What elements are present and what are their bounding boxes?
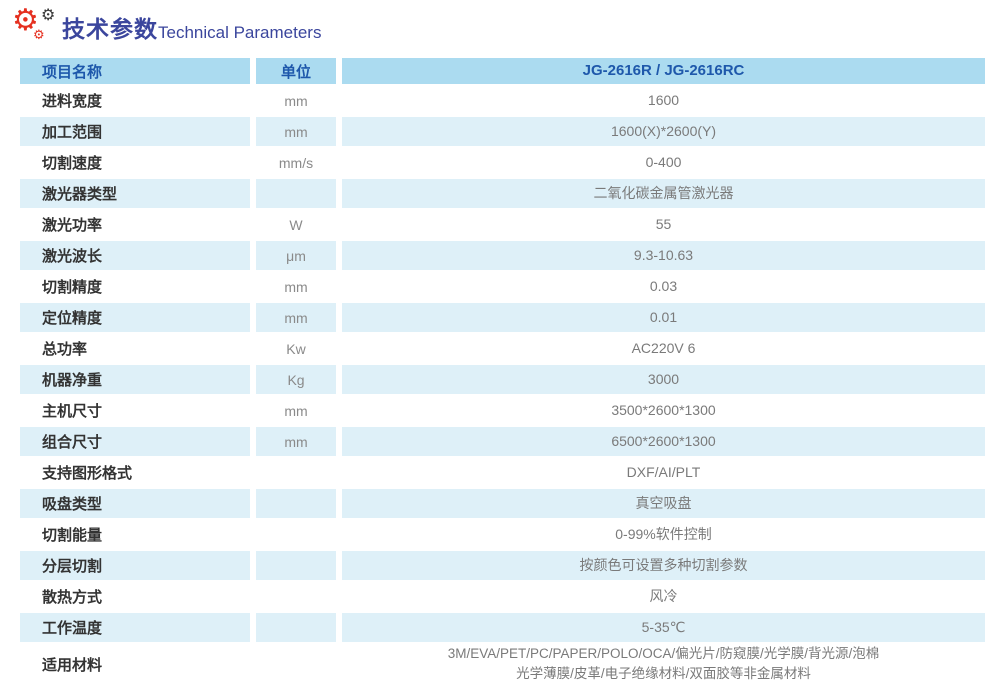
row-value: 二氧化碳金属管激光器 [342, 179, 985, 208]
row-label: 切割能量 [20, 520, 250, 549]
row-label: 激光器类型 [20, 179, 250, 208]
row-label: 总功率 [20, 334, 250, 363]
row-unit: Kw [256, 334, 336, 363]
row-unit [256, 489, 336, 518]
table-row: 切割精度 mm 0.03 [20, 272, 985, 301]
row-value: 真空吸盘 [342, 489, 985, 518]
table-header-row: 项目名称 单位 JG-2616R / JG-2616RC [20, 58, 985, 84]
row-unit [256, 458, 336, 487]
spec-table: 项目名称 单位 JG-2616R / JG-2616RC 进料宽度 mm 1600 加… [20, 58, 985, 684]
page-header: ⚙ ⚙ ⚙ 技术参数 Technical Parameters [0, 0, 1000, 46]
row-unit: mm [256, 272, 336, 301]
table-row: 切割速度 mm/s 0-400 [20, 148, 985, 177]
column-header-unit: 单位 [256, 58, 336, 84]
table-row: 支持图形格式 DXF/AI/PLT [20, 458, 985, 487]
row-label: 机器净重 [20, 365, 250, 394]
row-value: AC220V 6 [342, 334, 985, 363]
row-unit [256, 179, 336, 208]
row-value: 按颜色可设置多种切割参数 [342, 551, 985, 580]
table-row: 激光功率 W 55 [20, 210, 985, 239]
table-row: 机器净重 Kg 3000 [20, 365, 985, 394]
row-value: 1600(X)*2600(Y) [342, 117, 985, 146]
gear-small-icon: ⚙ [33, 27, 45, 42]
row-value: DXF/AI/PLT [342, 458, 985, 487]
row-unit [256, 551, 336, 580]
row-label: 吸盘类型 [20, 489, 250, 518]
row-value: 3000 [342, 365, 985, 394]
table-row: 分层切割 按颜色可设置多种切割参数 [20, 551, 985, 580]
row-value: 9.3-10.63 [342, 241, 985, 270]
table-row: 吸盘类型 真空吸盘 [20, 489, 985, 518]
row-label: 切割速度 [20, 148, 250, 177]
gears-icon: ⚙ ⚙ ⚙ [12, 6, 62, 46]
row-label: 散热方式 [20, 582, 250, 611]
row-unit: mm [256, 427, 336, 456]
column-header-model: JG-2616R / JG-2616RC [342, 58, 985, 84]
row-unit: mm [256, 86, 336, 115]
row-unit [256, 582, 336, 611]
row-unit: mm [256, 117, 336, 146]
row-label: 主机尺寸 [20, 396, 250, 425]
row-label: 激光波长 [20, 241, 250, 270]
table-row: 切割能量 0-99%软件控制 [20, 520, 985, 549]
row-label: 适用材料 [20, 644, 250, 684]
table-row: 散热方式 风冷 [20, 582, 985, 611]
gear-large-icon: ⚙ [12, 4, 39, 37]
gear-medium-icon: ⚙ [41, 7, 56, 24]
row-label: 定位精度 [20, 303, 250, 332]
row-label: 进料宽度 [20, 86, 250, 115]
table-body: 进料宽度 mm 1600 加工范围 mm 1600(X)*2600(Y) 切割速度 mm/s 0… [20, 86, 985, 684]
row-value: 0-99%软件控制 [342, 520, 985, 549]
table-row: 主机尺寸 mm 3500*2600*1300 [20, 396, 985, 425]
row-value: 1600 [342, 86, 985, 115]
row-unit: Kg [256, 365, 336, 394]
row-value: 3M/EVA/PET/PC/PAPER/POLO/OCA/偏光片/防窥膜/光学膜… [342, 644, 985, 684]
table-row: 定位精度 mm 0.01 [20, 303, 985, 332]
page-title-english: Technical Parameters [158, 23, 322, 42]
table-row: 激光器类型 二氧化碳金属管激光器 [20, 179, 985, 208]
row-value: 6500*2600*1300 [342, 427, 985, 456]
table-row: 总功率 Kw AC220V 6 [20, 334, 985, 363]
table-row: 激光波长 μm 9.3-10.63 [20, 241, 985, 270]
row-label: 切割精度 [20, 272, 250, 301]
table-row: 适用材料 3M/EVA/PET/PC/PAPER/POLO/OCA/偏光片/防窥膜… [20, 644, 985, 684]
table-row: 组合尺寸 mm 6500*2600*1300 [20, 427, 985, 456]
row-unit: W [256, 210, 336, 239]
row-unit: mm [256, 396, 336, 425]
row-value: 3500*2600*1300 [342, 396, 985, 425]
table-row: 加工范围 mm 1600(X)*2600(Y) [20, 117, 985, 146]
row-value: 风冷 [342, 582, 985, 611]
row-value: 0.01 [342, 303, 985, 332]
row-unit [256, 644, 336, 684]
row-unit [256, 613, 336, 642]
row-value: 0.03 [342, 272, 985, 301]
table-row: 进料宽度 mm 1600 [20, 86, 985, 115]
row-label: 分层切割 [20, 551, 250, 580]
row-value: 55 [342, 210, 985, 239]
row-unit [256, 520, 336, 549]
row-unit: mm [256, 303, 336, 332]
row-label: 组合尺寸 [20, 427, 250, 456]
row-label: 工作温度 [20, 613, 250, 642]
row-unit: mm/s [256, 148, 336, 177]
row-label: 加工范围 [20, 117, 250, 146]
column-header-item-name: 项目名称 [20, 58, 250, 84]
row-label: 支持图形格式 [20, 458, 250, 487]
row-value: 0-400 [342, 148, 985, 177]
row-unit: μm [256, 241, 336, 270]
table-row: 工作温度 5-35℃ [20, 613, 985, 642]
row-value: 5-35℃ [342, 613, 985, 642]
page-title-chinese: 技术参数 [62, 16, 158, 42]
row-label: 激光功率 [20, 210, 250, 239]
